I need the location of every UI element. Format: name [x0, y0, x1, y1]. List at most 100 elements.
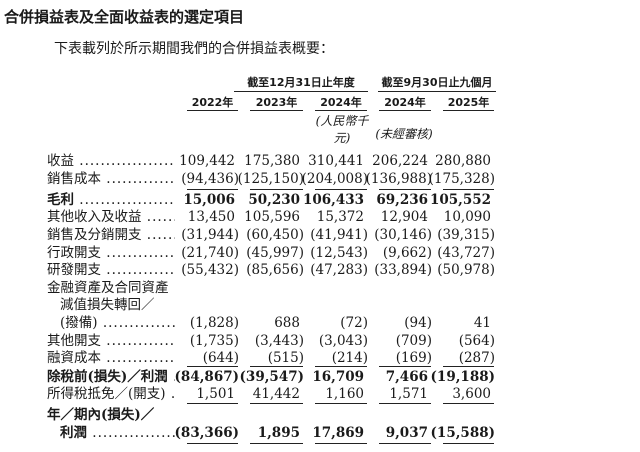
- cell-value: (125,150): [237, 171, 304, 187]
- row-label: 減值損失轉回／: [60, 297, 155, 313]
- cell-value: (83,366): [174, 425, 239, 441]
- divider: [379, 110, 431, 111]
- row-label: 銷售成本: [47, 170, 175, 188]
- cell-value: (41,941): [310, 227, 368, 243]
- cell-value: (50,978): [437, 262, 495, 278]
- cell-value: (9,662): [382, 245, 432, 261]
- cell-value: (169): [395, 350, 432, 366]
- cell-value: (709): [395, 333, 432, 349]
- cell-value: (3,443): [254, 333, 304, 349]
- cell-value: (30,146): [374, 227, 432, 243]
- total-rule: [187, 366, 238, 367]
- row-label: 其他開支: [47, 332, 175, 350]
- total-rule: [379, 189, 431, 190]
- total-rule: [315, 189, 367, 190]
- cell-value: (60,450): [246, 227, 304, 243]
- table-row: 銷售成本 (94,436)(125,150)(204,008)(136,988)(…: [0, 170, 640, 188]
- row-label: 銷售及分銷開支: [47, 226, 175, 244]
- table-row: 金融資產及合同資產: [0, 279, 640, 297]
- total-rule: [443, 189, 494, 190]
- year-header: 2025年: [447, 96, 490, 109]
- year-header: 2023年: [255, 96, 298, 109]
- divider: [187, 110, 238, 111]
- cell-value: (55,432): [181, 262, 239, 278]
- table-row: 利潤(83,366) 1,895 17,869 9,037(15,588): [0, 424, 640, 442]
- header-nine-months: 截至9月30日止九個月: [381, 76, 493, 89]
- cell-value: (564): [458, 333, 495, 349]
- cell-value: 1,895: [257, 425, 300, 441]
- row-label: 收益: [47, 152, 175, 170]
- cell-value: (3,043): [318, 333, 368, 349]
- cell-value: 69,236: [376, 192, 428, 208]
- cell-value: 13,450: [187, 209, 235, 225]
- cell-value: (85,656): [246, 262, 304, 278]
- total-rule: [379, 366, 431, 367]
- cell-value: (84,867): [174, 369, 239, 385]
- total-rule: [443, 403, 494, 404]
- cell-value: (94,436): [181, 171, 239, 187]
- table-row: 除稅前(損失)／利潤(84,867)(39,547) 16,709 7,466(19…: [0, 368, 640, 386]
- cell-value: (12,543): [310, 245, 368, 261]
- table-row: 所得稅抵免／(開支) 1,501 41,442 1,160 1,571 3,600: [0, 385, 640, 403]
- cell-value: 105,552: [429, 192, 491, 208]
- row-label: 行政開支: [47, 244, 175, 262]
- cell-value: 1,501: [196, 386, 235, 402]
- cell-value: 105,596: [244, 209, 300, 225]
- cell-value: 3,600: [452, 386, 491, 402]
- cell-value: 106,433: [302, 192, 364, 208]
- table-row: 研發開支 (55,432) (85,656) (47,283) (33,894) (50,…: [0, 261, 640, 279]
- row-label: (撥備): [60, 314, 175, 332]
- row-label: 研發開支: [47, 261, 175, 279]
- cell-value: 9,037: [385, 425, 428, 441]
- total-rule: [250, 366, 303, 367]
- row-label: 金融資產及合同資產: [47, 280, 169, 296]
- cell-value: 16,709: [312, 369, 364, 385]
- table-row: 融資成本 (644) (515) (214) (169) (287): [0, 349, 640, 367]
- cell-value: 1,160: [325, 386, 364, 402]
- row-label: 年／期內(損失)／: [47, 407, 155, 423]
- cell-value: 15,006: [183, 192, 235, 208]
- table-row: 收益109,442 175,380 310,441 206,224 280,880: [0, 152, 640, 170]
- total-rule: [443, 443, 494, 444]
- header-annual: 截至12月31日止年度: [247, 76, 355, 89]
- total-rule: [250, 403, 303, 404]
- cell-value: (644): [202, 350, 239, 366]
- total-rule: [187, 443, 238, 444]
- cell-value: 1,571: [389, 386, 428, 402]
- cell-value: (72): [340, 315, 368, 331]
- table-row: 減值損失轉回／: [0, 296, 640, 314]
- cell-value: 206,224: [372, 153, 428, 169]
- row-label: 所得稅抵免／(開支): [47, 385, 175, 403]
- cell-value: 41: [473, 315, 491, 331]
- year-header: 2022年: [191, 96, 234, 109]
- divider: [250, 110, 303, 111]
- table-row: 其他開支 (1,735) (3,443) (3,043) (709) (564): [0, 332, 640, 350]
- cell-value: (43,727): [437, 245, 495, 261]
- unaudited-note: (未經審核): [375, 127, 433, 141]
- total-rule: [187, 403, 238, 404]
- year-header: 2024年: [384, 96, 426, 109]
- cell-value: (31,944): [181, 227, 239, 243]
- total-rule: [379, 443, 431, 444]
- cell-value: (19,188): [430, 369, 495, 385]
- cell-value: (15,588): [430, 425, 495, 441]
- cell-value: (1,735): [189, 333, 239, 349]
- row-label: 毛利: [47, 191, 175, 209]
- total-rule: [315, 403, 367, 404]
- row-label: 其他收入及收益: [47, 208, 175, 226]
- row-label: 融資成本: [47, 349, 175, 367]
- cell-value: (204,008): [301, 171, 368, 187]
- divider: [443, 110, 494, 111]
- cell-value: (214): [331, 350, 368, 366]
- intro-text: 下表載列於所示期間我們的合併損益表概要：: [54, 41, 334, 57]
- cell-value: (136,988): [365, 171, 432, 187]
- cell-value: (287): [458, 350, 495, 366]
- divider: [315, 110, 367, 111]
- cell-value: 280,880: [435, 153, 491, 169]
- total-rule: [443, 366, 494, 367]
- cell-value: 688: [274, 315, 300, 331]
- cell-value: 41,442: [252, 386, 300, 402]
- cell-value: (33,894): [374, 262, 432, 278]
- cell-value: (94): [404, 315, 432, 331]
